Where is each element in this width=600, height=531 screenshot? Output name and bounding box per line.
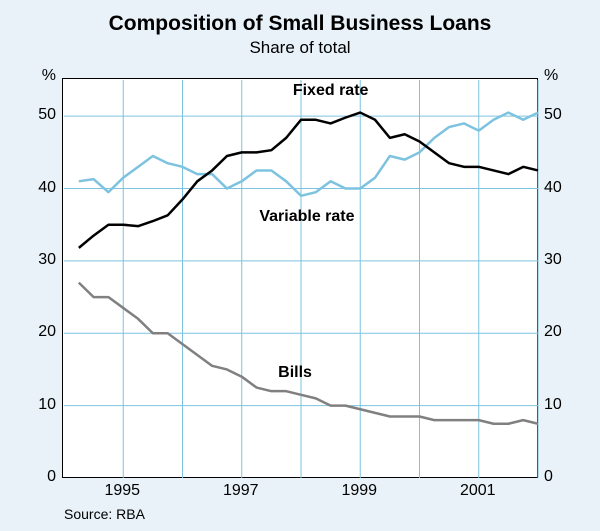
chart-container: Composition of Small Business Loans Shar… (0, 0, 600, 531)
ytick-right: 0 (544, 468, 553, 486)
ytick-right: 50 (544, 106, 562, 124)
ytick-left: 30 (38, 251, 56, 269)
xtick: 2001 (460, 482, 496, 500)
xtick: 1995 (104, 482, 140, 500)
chart-subtitle: Share of total (0, 38, 600, 58)
axis-unit-label: % (42, 67, 56, 85)
ytick-right: 20 (544, 323, 562, 341)
axis-unit-label: % (544, 67, 558, 85)
xtick: 1997 (223, 482, 259, 500)
series-label: Bills (278, 364, 312, 382)
ytick-right: 40 (544, 179, 562, 197)
ytick-left: 20 (38, 323, 56, 341)
plot-area: Fixed rate Variable rate Bills (62, 78, 538, 478)
source-label: Source: RBA (64, 506, 145, 522)
ytick-left: 50 (38, 106, 56, 124)
chart-title: Composition of Small Business Loans (0, 0, 600, 36)
ytick-left: 0 (47, 468, 56, 486)
ytick-right: 30 (544, 251, 562, 269)
series-label: Fixed rate (293, 82, 369, 100)
ytick-left: 10 (38, 396, 56, 414)
ytick-right: 10 (544, 396, 562, 414)
ytick-left: 40 (38, 179, 56, 197)
xtick: 1999 (341, 482, 377, 500)
series-label: Variable rate (259, 208, 354, 226)
chart-svg (63, 79, 539, 479)
